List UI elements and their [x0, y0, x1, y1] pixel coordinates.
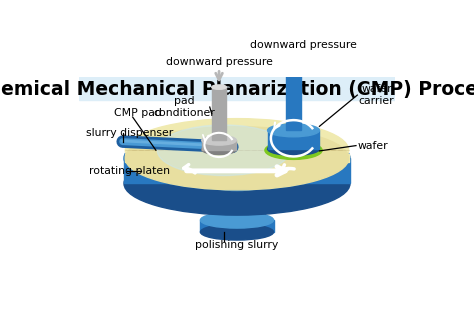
Text: CMP pad: CMP pad [114, 108, 162, 118]
Ellipse shape [285, 128, 301, 133]
Ellipse shape [285, 68, 301, 73]
Ellipse shape [201, 212, 273, 228]
Text: wafer: wafer [357, 141, 388, 151]
Ellipse shape [265, 141, 322, 159]
Ellipse shape [212, 138, 227, 142]
Ellipse shape [124, 127, 350, 190]
Text: polishing slurry: polishing slurry [195, 240, 279, 250]
Ellipse shape [209, 213, 265, 227]
Bar [209, 184, 265, 220]
Ellipse shape [268, 124, 319, 137]
Text: pad
conditioner: pad conditioner [154, 96, 215, 118]
Text: rotating platen: rotating platen [90, 166, 171, 176]
Bar [201, 220, 273, 232]
Text: downward pressure: downward pressure [165, 57, 273, 67]
Bar [202, 140, 237, 150]
Text: wafer
carrier: wafer carrier [359, 84, 394, 106]
Bar [124, 158, 350, 184]
Bar [212, 87, 227, 140]
Ellipse shape [157, 125, 290, 176]
Ellipse shape [212, 85, 227, 89]
Ellipse shape [125, 127, 349, 190]
Bar [285, 70, 301, 130]
Bar [80, 77, 394, 100]
Ellipse shape [124, 152, 350, 215]
Text: slurry dispenser: slurry dispenser [86, 128, 173, 138]
Ellipse shape [202, 135, 237, 145]
Bar [125, 154, 349, 162]
Text: downward pressure: downward pressure [250, 40, 357, 50]
Bar [268, 130, 319, 149]
Ellipse shape [202, 145, 237, 154]
Text: Chemical Mechanical Planarization (CMP) Process: Chemical Mechanical Planarization (CMP) … [0, 80, 474, 98]
Ellipse shape [209, 177, 265, 191]
Ellipse shape [268, 142, 319, 155]
Ellipse shape [201, 224, 273, 240]
Ellipse shape [125, 119, 349, 182]
